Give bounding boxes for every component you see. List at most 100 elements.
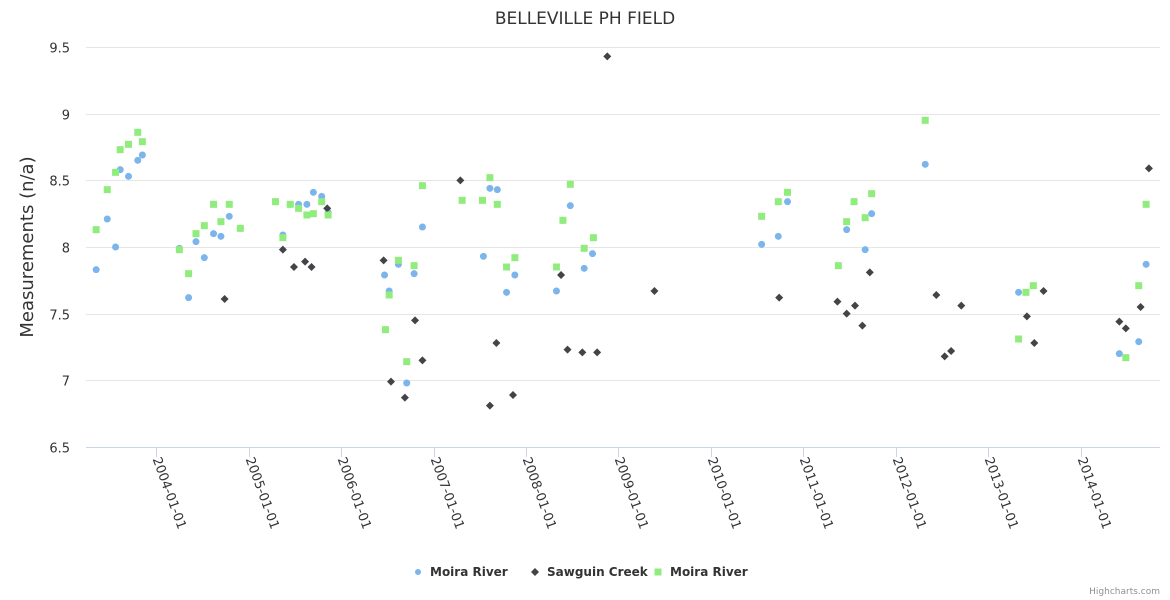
data-point[interactable]: [403, 379, 411, 387]
data-point[interactable]: [957, 301, 966, 310]
data-point[interactable]: [418, 356, 427, 365]
data-point[interactable]: [458, 196, 466, 204]
data-point[interactable]: [286, 200, 294, 208]
data-point[interactable]: [418, 223, 426, 231]
data-point[interactable]: [410, 270, 418, 278]
data-point[interactable]: [225, 200, 233, 208]
data-point[interactable]: [210, 200, 218, 208]
data-point[interactable]: [603, 52, 612, 61]
data-point[interactable]: [1136, 303, 1145, 311]
data-point[interactable]: [125, 140, 133, 148]
data-point[interactable]: [279, 234, 287, 242]
data-point[interactable]: [456, 176, 465, 185]
data-point[interactable]: [323, 204, 332, 213]
data-point[interactable]: [503, 263, 511, 271]
data-point[interactable]: [200, 222, 208, 230]
data-point[interactable]: [134, 156, 142, 164]
data-point[interactable]: [486, 174, 494, 182]
data-point[interactable]: [1121, 324, 1130, 333]
data-point[interactable]: [309, 188, 317, 196]
data-point[interactable]: [1135, 282, 1143, 290]
data-point[interactable]: [381, 271, 389, 279]
data-point[interactable]: [503, 288, 511, 296]
data-point[interactable]: [947, 347, 956, 355]
data-point[interactable]: [318, 192, 326, 200]
data-point[interactable]: [774, 232, 782, 240]
data-point[interactable]: [650, 287, 659, 295]
data-point[interactable]: [225, 212, 233, 220]
data-point[interactable]: [868, 210, 876, 218]
data-point[interactable]: [418, 182, 426, 190]
data-point[interactable]: [192, 238, 200, 246]
data-point[interactable]: [868, 190, 876, 198]
data-point[interactable]: [410, 262, 418, 270]
data-point[interactable]: [303, 200, 311, 208]
data-point[interactable]: [278, 245, 287, 254]
data-point[interactable]: [1030, 339, 1039, 347]
credits-link[interactable]: Highcharts.com: [1089, 587, 1160, 597]
data-point[interactable]: [217, 232, 225, 240]
data-point[interactable]: [850, 198, 858, 206]
data-point[interactable]: [758, 212, 766, 220]
data-point[interactable]: [1039, 287, 1048, 295]
data-point[interactable]: [103, 186, 111, 194]
data-point[interactable]: [192, 230, 200, 238]
data-point[interactable]: [394, 256, 402, 264]
data-point[interactable]: [385, 291, 393, 299]
data-point[interactable]: [217, 218, 225, 226]
data-point[interactable]: [185, 270, 193, 278]
data-point[interactable]: [1144, 164, 1153, 173]
data-point[interactable]: [580, 264, 588, 272]
data-point[interactable]: [486, 184, 494, 192]
data-point[interactable]: [511, 254, 519, 262]
data-point[interactable]: [210, 230, 218, 238]
data-point[interactable]: [479, 252, 487, 260]
data-point[interactable]: [858, 321, 867, 330]
data-point[interactable]: [774, 198, 782, 206]
data-point[interactable]: [842, 309, 851, 318]
legend-item[interactable]: Moira River: [415, 565, 508, 579]
data-point[interactable]: [381, 326, 389, 334]
data-point[interactable]: [1015, 288, 1023, 296]
data-point[interactable]: [271, 198, 279, 206]
data-point[interactable]: [185, 294, 193, 302]
data-point[interactable]: [1015, 335, 1023, 343]
data-point[interactable]: [400, 393, 409, 402]
data-point[interactable]: [92, 226, 100, 234]
data-point[interactable]: [559, 216, 567, 224]
data-point[interactable]: [200, 254, 208, 262]
data-point[interactable]: [289, 263, 298, 271]
data-point[interactable]: [138, 151, 146, 159]
data-point[interactable]: [1135, 338, 1143, 346]
data-point[interactable]: [1122, 354, 1130, 362]
data-point[interactable]: [861, 246, 869, 254]
data-point[interactable]: [775, 293, 784, 302]
data-point[interactable]: [1115, 350, 1123, 358]
data-point[interactable]: [921, 116, 929, 124]
data-point[interactable]: [1022, 288, 1030, 296]
data-point[interactable]: [865, 268, 874, 277]
data-point[interactable]: [324, 211, 332, 219]
data-point[interactable]: [557, 271, 566, 279]
data-point[interactable]: [485, 401, 494, 410]
data-point[interactable]: [103, 215, 111, 223]
data-point[interactable]: [493, 186, 501, 194]
data-point[interactable]: [578, 348, 587, 357]
data-point[interactable]: [940, 352, 949, 361]
data-point[interactable]: [588, 250, 596, 258]
data-point[interactable]: [301, 257, 310, 266]
data-point[interactable]: [307, 263, 316, 271]
data-point[interactable]: [784, 188, 792, 196]
data-point[interactable]: [116, 146, 124, 154]
data-point[interactable]: [220, 295, 229, 303]
data-point[interactable]: [492, 339, 501, 347]
data-point[interactable]: [236, 224, 244, 232]
data-point[interactable]: [411, 316, 420, 325]
data-point[interactable]: [1029, 282, 1037, 290]
data-point[interactable]: [511, 271, 519, 279]
data-point[interactable]: [403, 358, 411, 366]
data-point[interactable]: [861, 214, 869, 222]
data-point[interactable]: [843, 218, 851, 226]
data-point[interactable]: [580, 244, 588, 252]
data-point[interactable]: [850, 301, 859, 310]
